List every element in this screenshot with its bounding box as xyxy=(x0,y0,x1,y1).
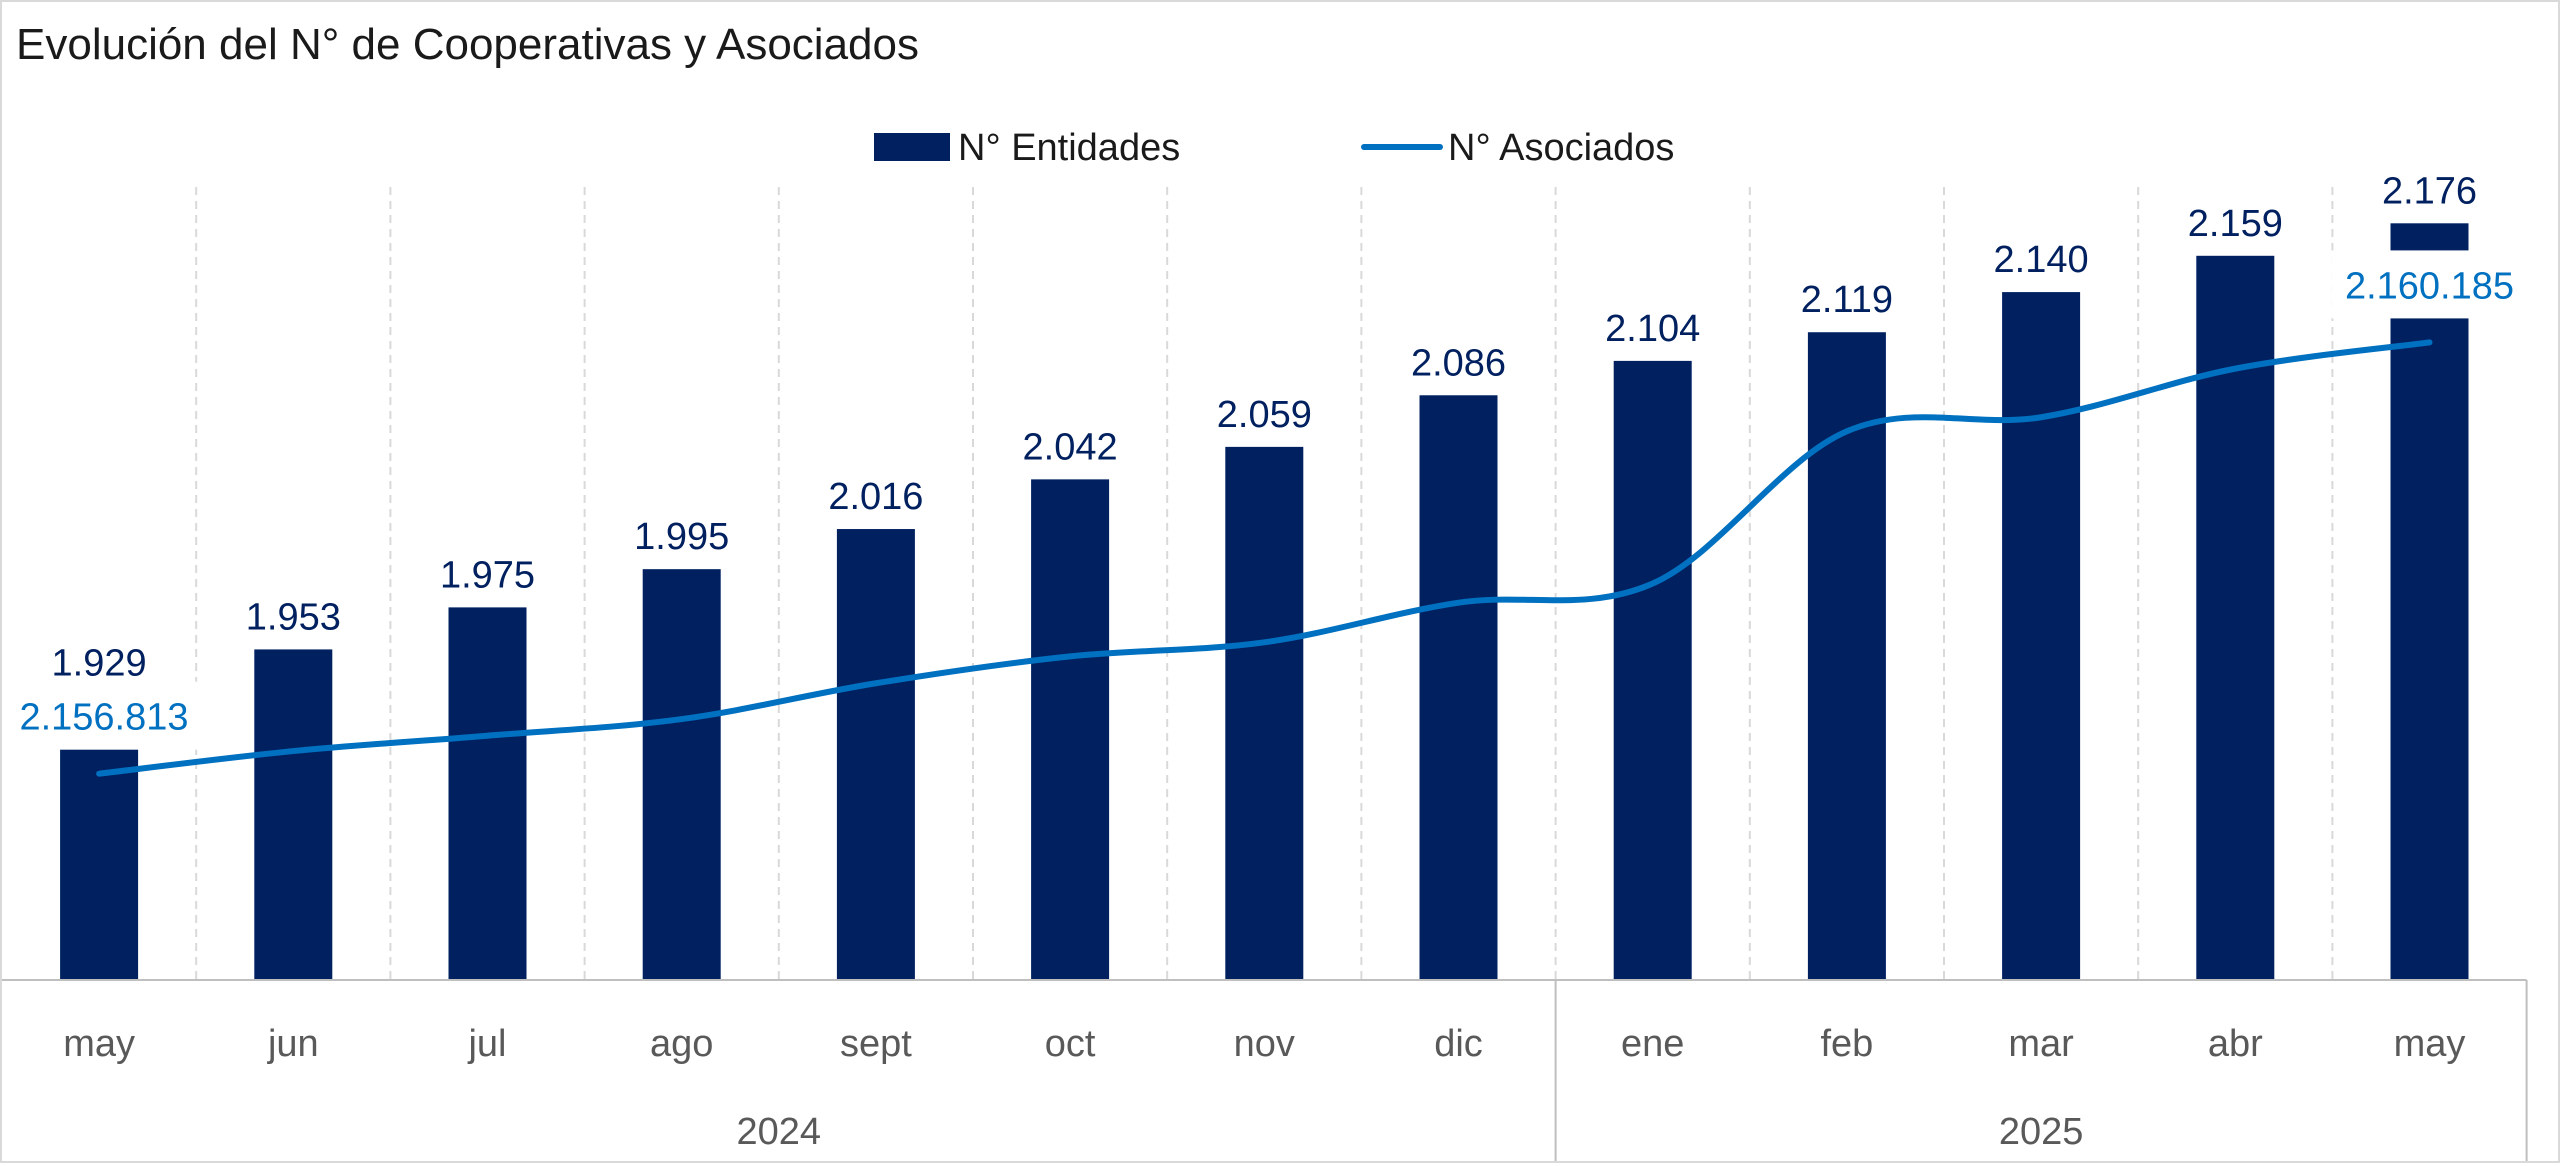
data-label-entidades: 2.059 xyxy=(1217,394,1312,436)
bar-entidades xyxy=(642,569,721,980)
legend: N° Entidades N° Asociados xyxy=(874,127,1674,169)
data-label-asociados: 2.156.813 xyxy=(19,697,188,739)
data-label-entidades: 2.104 xyxy=(1605,308,1700,350)
tick-label-month: mar xyxy=(2008,1023,2074,1065)
bar-entidades xyxy=(2002,292,2081,980)
grid-layer xyxy=(195,187,2334,980)
bar-entidades xyxy=(1031,479,1110,980)
tick-label-month: nov xyxy=(1234,1023,1295,1065)
tick-label-month: jun xyxy=(267,1023,319,1065)
tick-label-month: dic xyxy=(1434,1023,1483,1065)
data-label-entidades: 2.176 xyxy=(2382,170,2477,212)
tick-label-month: ago xyxy=(650,1023,713,1065)
data-label-entidades: 1.929 xyxy=(52,642,147,684)
data-label-entidades: 2.159 xyxy=(2188,203,2283,245)
chart-title: Evolución del N° de Cooperativas y Asoci… xyxy=(16,20,919,69)
tick-label-month: ene xyxy=(1621,1023,1684,1065)
legend-swatch-entidades xyxy=(874,133,950,161)
bar-entidades xyxy=(1225,446,1304,980)
bar-entidades xyxy=(1807,332,1886,980)
bar-entidades xyxy=(1613,360,1692,981)
data-label-entidades: 1.953 xyxy=(246,596,341,638)
tick-label-year: 2024 xyxy=(737,1111,822,1153)
tick-label-month: oct xyxy=(1045,1023,1096,1065)
bar-entidades xyxy=(836,529,915,980)
bar-entidades xyxy=(254,649,333,980)
line-series xyxy=(96,339,2433,777)
data-label-entidades: 2.042 xyxy=(1023,426,1118,468)
data-label-box xyxy=(2331,250,2528,319)
data-label-entidades: 1.995 xyxy=(634,516,729,558)
tick-label-year: 2025 xyxy=(1999,1111,2084,1153)
bar-entidades xyxy=(448,607,527,980)
tick-label-month: feb xyxy=(1820,1023,1873,1065)
data-label-entidades: 2.016 xyxy=(828,476,923,518)
tick-label-month: may xyxy=(63,1023,135,1065)
data-label-entidades: 2.140 xyxy=(1994,239,2089,281)
bar-entidades xyxy=(1419,395,1498,980)
line-asociados xyxy=(96,339,2433,777)
bar-series xyxy=(60,223,2469,981)
tick-label-month: abr xyxy=(2208,1023,2263,1065)
data-label-entidades: 2.086 xyxy=(1411,342,1506,384)
data-label-entidades: 1.975 xyxy=(440,554,535,596)
bar-entidades xyxy=(2390,223,2469,980)
tick-label-month: sept xyxy=(840,1023,912,1065)
data-label-entidades: 2.119 xyxy=(1801,279,1893,321)
legend-label-asociados: N° Asociados xyxy=(1448,127,1674,169)
tick-label-month: jul xyxy=(467,1023,506,1065)
data-label-asociados: 2.160.185 xyxy=(2345,265,2514,307)
data-label-box xyxy=(6,681,202,750)
x-axis: may jun jul ago sept oct nov dic ene feb mar abr may… xyxy=(2,979,2528,1161)
data-labels: 1.929 1.953 1.975 1.995 2.016 2.042 2.059 2.086… xyxy=(6,170,2528,750)
legend-label-entidades: N° Entidades xyxy=(958,127,1180,169)
tick-label-month: may xyxy=(2394,1023,2466,1065)
